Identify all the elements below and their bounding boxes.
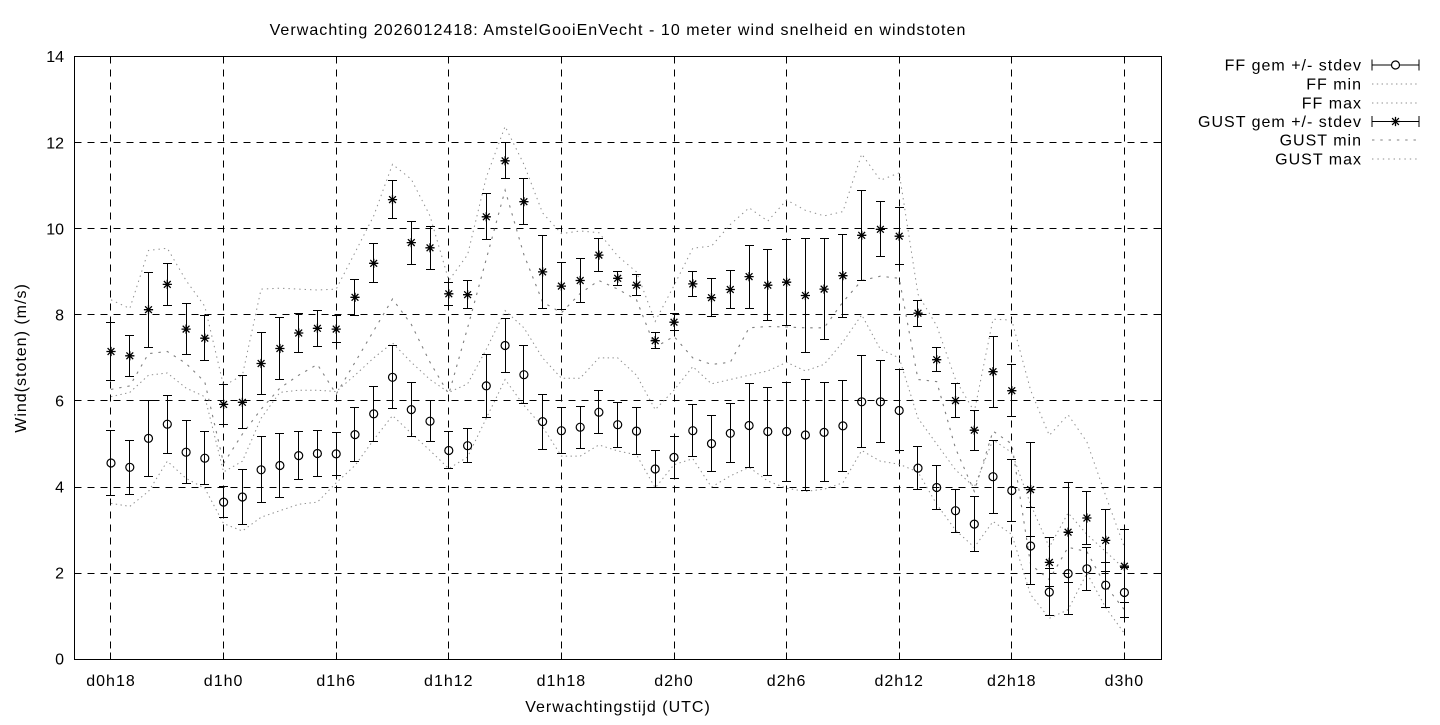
svg-text:Verwachtingstijd (UTC): Verwachtingstijd (UTC) xyxy=(525,699,711,716)
svg-text:10: 10 xyxy=(46,221,64,238)
svg-text:d2h18: d2h18 xyxy=(987,673,1037,690)
svg-text:4: 4 xyxy=(55,480,64,497)
svg-text:GUST gem +/- stdev: GUST gem +/- stdev xyxy=(1198,114,1362,131)
svg-text:8: 8 xyxy=(55,307,64,324)
svg-text:0: 0 xyxy=(55,652,64,669)
svg-text:FF gem +/- stdev: FF gem +/- stdev xyxy=(1225,58,1362,75)
svg-text:Verwachting 2026012418: Amstel: Verwachting 2026012418: AmstelGooiEnVech… xyxy=(270,22,967,39)
svg-text:d1h18: d1h18 xyxy=(537,673,587,690)
svg-text:12: 12 xyxy=(46,135,64,152)
svg-text:d0h18: d0h18 xyxy=(86,673,136,690)
svg-text:GUST min: GUST min xyxy=(1280,133,1362,150)
svg-text:d2h6: d2h6 xyxy=(767,673,807,690)
svg-text:d2h12: d2h12 xyxy=(874,673,924,690)
svg-text:FF min: FF min xyxy=(1306,77,1362,94)
svg-text:d1h6: d1h6 xyxy=(316,673,356,690)
svg-text:GUST max: GUST max xyxy=(1275,152,1362,169)
svg-text:d1h0: d1h0 xyxy=(204,673,244,690)
svg-text:FF max: FF max xyxy=(1302,96,1362,113)
svg-text:d1h12: d1h12 xyxy=(424,673,474,690)
svg-text:6: 6 xyxy=(55,394,64,411)
svg-text:d3h0: d3h0 xyxy=(1105,673,1145,690)
svg-text:2: 2 xyxy=(55,566,64,583)
svg-text:d2h0: d2h0 xyxy=(654,673,694,690)
svg-text:Wind(stoten) (m/s): Wind(stoten) (m/s) xyxy=(13,283,30,433)
svg-text:14: 14 xyxy=(46,49,64,66)
